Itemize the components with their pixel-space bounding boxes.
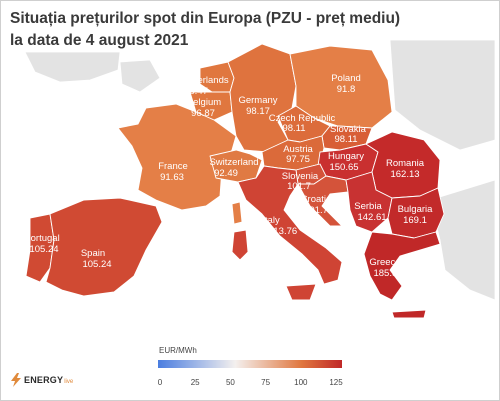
label-switzerland-value: 92.49 (214, 168, 238, 179)
label-serbia-value: 142.61 (357, 212, 386, 223)
label-hungary-value: 150.65 (329, 162, 358, 173)
label-netherlands-name: Netherlands (177, 75, 228, 86)
label-switzerland-name: Switzerland (209, 157, 258, 168)
country-greece[interactable] (363, 231, 441, 301)
label-bulgaria-value: 169.1 (403, 215, 427, 226)
island-corsica[interactable] (231, 201, 243, 225)
label-croatia-name: Croatia (301, 194, 332, 205)
map-title: Situația prețurilor spot din Europa (PZU… (10, 8, 400, 52)
label-netherlands-value: 98.47 (184, 86, 208, 97)
map-title-line1: Situația prețurilor spot din Europa (PZU… (10, 10, 401, 27)
label-slovenia-value: 101.7 (287, 181, 311, 192)
label-spain-name: Spain (81, 248, 105, 259)
island-sicily[interactable] (285, 283, 317, 301)
label-austria-name: Austria (283, 144, 313, 155)
label-portugal-value: 105.24 (29, 244, 58, 255)
label-croatia-value: 101.7 (304, 205, 328, 216)
legend-tick: 0 (157, 378, 163, 387)
legend-tick: 75 (261, 378, 271, 387)
label-serbia-name: Serbia (354, 201, 382, 212)
island-crete[interactable] (391, 309, 427, 319)
label-germany-value: 98.17 (246, 106, 270, 117)
label-bulgaria-name: Bulgaria (398, 204, 434, 215)
label-slovakia-value: 98.11 (334, 134, 357, 145)
neighbor-land (24, 39, 496, 301)
label-austria-value: 97.75 (286, 154, 310, 165)
label-czech-name: Czech Republic (269, 113, 336, 124)
country-serbia[interactable] (345, 171, 393, 233)
legend-tick: 25 (190, 378, 200, 387)
label-romania-value: 162.13 (390, 169, 419, 180)
label-belgium-name: Belgium (187, 97, 221, 108)
label-greece-name: Greece (369, 257, 400, 268)
country-france[interactable] (117, 103, 237, 211)
label-germany-name: Germany (238, 95, 277, 106)
country-croatia[interactable] (297, 175, 349, 227)
label-france-value: 91.63 (160, 172, 184, 183)
label-poland-value: 91.8 (337, 84, 356, 95)
legend-tick: 100 (294, 378, 308, 387)
legend-tick: 50 (225, 378, 235, 387)
logo-word: ENERGY (24, 375, 64, 385)
island-sardinia[interactable] (231, 229, 249, 261)
label-slovenia-name: Slovenia (282, 171, 319, 182)
label-slovakia-name: Slovakia (330, 124, 367, 135)
label-czech-value: 98.11 (282, 123, 305, 134)
label-italy-value: 113.76 (269, 226, 297, 237)
label-portugal-name: Portugal (24, 233, 59, 244)
label-france-name: France (158, 161, 188, 172)
label-hungary-name: Hungary (328, 151, 364, 162)
label-spain-value: 105.24 (82, 259, 111, 270)
legend-tick: 125 (329, 378, 343, 387)
country-slovakia[interactable] (321, 125, 373, 151)
label-romania-name: Romania (386, 158, 425, 169)
legend-title: EUR/MWh (159, 346, 197, 355)
country-spain[interactable] (45, 197, 163, 297)
energylive-logo: ENERGY live (8, 372, 73, 388)
map-title-line2: la data de 4 august 2021 (10, 32, 189, 49)
label-belgium-value: 96.87 (191, 108, 215, 119)
legend-color-bar (158, 360, 342, 368)
label-italy-name: Italy (262, 215, 280, 226)
country-switzerland[interactable] (209, 149, 263, 183)
countries (25, 43, 445, 319)
label-greece-value: 185.59 (373, 268, 402, 279)
logo-suffix: live (64, 378, 74, 385)
label-poland-name: Poland (331, 73, 361, 84)
country-italy[interactable] (237, 165, 343, 285)
lightning-bolt-icon (11, 373, 21, 387)
